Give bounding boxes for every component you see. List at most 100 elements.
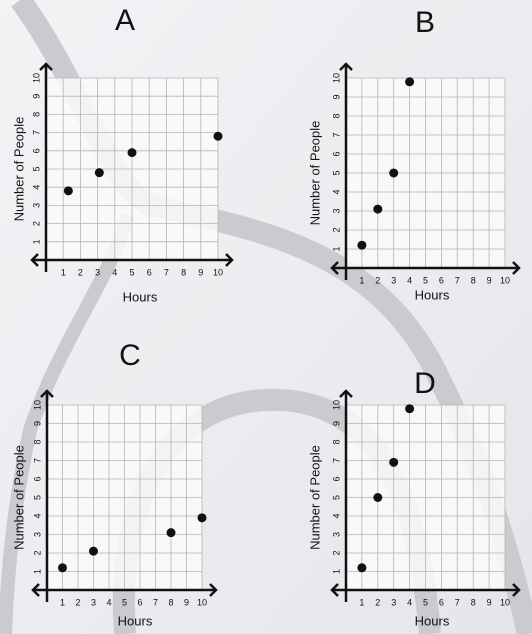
y-tick-label: 1: [31, 239, 41, 244]
data-point: [405, 77, 414, 86]
x-tick-label: 9: [487, 275, 492, 285]
x-tick-label: 7: [153, 597, 158, 607]
y-tick-label: 9: [31, 94, 41, 99]
x-axis-label: Hours: [118, 613, 153, 628]
x-tick-label: 5: [423, 597, 428, 607]
y-tick-label: 10: [31, 73, 41, 83]
y-tick-label: 9: [32, 421, 42, 426]
x-tick-label: 10: [500, 597, 510, 607]
x-tick-label: 4: [106, 597, 111, 607]
x-axis-label: Hours: [415, 287, 450, 302]
x-tick-label: 10: [500, 275, 510, 285]
x-tick-label: 7: [455, 275, 460, 285]
chart-title: B: [415, 6, 435, 39]
x-tick-label: 6: [147, 267, 152, 277]
x-tick-label: 6: [439, 597, 444, 607]
data-point: [389, 169, 398, 178]
x-tick-label: 2: [75, 597, 80, 607]
y-tick-label: 6: [331, 476, 341, 481]
x-tick-label: 7: [164, 267, 169, 277]
data-point: [389, 458, 398, 467]
x-tick-label: 2: [375, 597, 380, 607]
y-tick-label: 8: [331, 113, 341, 118]
y-tick-label: 8: [32, 439, 42, 444]
chart-title: C: [119, 339, 141, 372]
y-tick-label: 5: [32, 495, 42, 500]
data-point: [214, 132, 223, 141]
chart-title: D: [414, 367, 436, 400]
data-point: [198, 513, 207, 522]
y-tick-label: 7: [32, 458, 42, 463]
y-tick-label: 9: [331, 421, 341, 426]
y-tick-label: 4: [31, 185, 41, 190]
x-tick-label: 9: [487, 597, 492, 607]
x-tick-label: 8: [471, 597, 476, 607]
x-tick-label: 8: [181, 267, 186, 277]
data-point: [95, 168, 104, 177]
y-tick-label: 7: [331, 458, 341, 463]
worksheet: 1234567891012345678910AHoursNumber of Pe…: [0, 0, 532, 634]
x-tick-label: 5: [129, 267, 134, 277]
y-tick-label: 6: [31, 148, 41, 153]
data-point: [373, 493, 382, 502]
y-tick-label: 10: [331, 73, 341, 83]
x-tick-label: 7: [455, 597, 460, 607]
y-axis-label: Number of People: [307, 121, 322, 226]
x-tick-label: 5: [122, 597, 127, 607]
y-tick-label: 2: [32, 550, 42, 555]
x-tick-label: 8: [471, 275, 476, 285]
x-tick-label: 10: [213, 267, 223, 277]
y-tick-label: 5: [331, 170, 341, 175]
y-tick-label: 10: [331, 400, 341, 410]
y-tick-label: 3: [31, 203, 41, 208]
x-tick-label: 5: [423, 275, 428, 285]
y-axis-label: Number of People: [11, 445, 26, 550]
data-point: [405, 404, 414, 413]
x-tick-label: 1: [359, 597, 364, 607]
data-point: [58, 563, 67, 572]
x-tick-label: 3: [95, 267, 100, 277]
y-tick-label: 5: [31, 166, 41, 171]
x-tick-label: 4: [407, 275, 412, 285]
x-tick-label: 3: [91, 597, 96, 607]
x-tick-label: 1: [359, 275, 364, 285]
data-point: [357, 563, 366, 572]
x-tick-label: 1: [61, 267, 66, 277]
x-tick-label: 1: [60, 597, 65, 607]
y-tick-label: 8: [331, 439, 341, 444]
y-axis-label: Number of People: [307, 445, 322, 550]
y-tick-label: 6: [32, 476, 42, 481]
y-tick-label: 3: [331, 208, 341, 213]
data-point: [64, 186, 73, 195]
x-axis-label: Hours: [415, 613, 450, 628]
data-point: [167, 528, 176, 537]
chart-title: A: [115, 4, 135, 37]
x-tick-label: 3: [391, 597, 396, 607]
x-tick-label: 4: [407, 597, 412, 607]
y-tick-label: 2: [331, 550, 341, 555]
y-tick-label: 3: [32, 532, 42, 537]
y-tick-label: 4: [331, 513, 341, 518]
y-tick-label: 2: [31, 221, 41, 226]
data-point: [89, 547, 98, 556]
x-tick-label: 9: [198, 267, 203, 277]
y-tick-label: 9: [331, 94, 341, 99]
data-point: [373, 205, 382, 214]
y-tick-label: 1: [331, 246, 341, 251]
data-point: [128, 148, 137, 157]
y-tick-label: 8: [31, 112, 41, 117]
x-tick-label: 2: [78, 267, 83, 277]
y-tick-label: 4: [32, 513, 42, 518]
x-tick-label: 6: [137, 597, 142, 607]
x-tick-label: 10: [197, 597, 207, 607]
y-tick-label: 4: [331, 189, 341, 194]
y-tick-label: 10: [32, 400, 42, 410]
y-tick-label: 7: [331, 132, 341, 137]
y-tick-label: 3: [331, 532, 341, 537]
y-tick-label: 5: [331, 495, 341, 500]
x-tick-label: 4: [112, 267, 117, 277]
y-tick-label: 7: [31, 130, 41, 135]
x-tick-label: 8: [168, 597, 173, 607]
x-tick-label: 6: [439, 275, 444, 285]
x-tick-label: 9: [184, 597, 189, 607]
